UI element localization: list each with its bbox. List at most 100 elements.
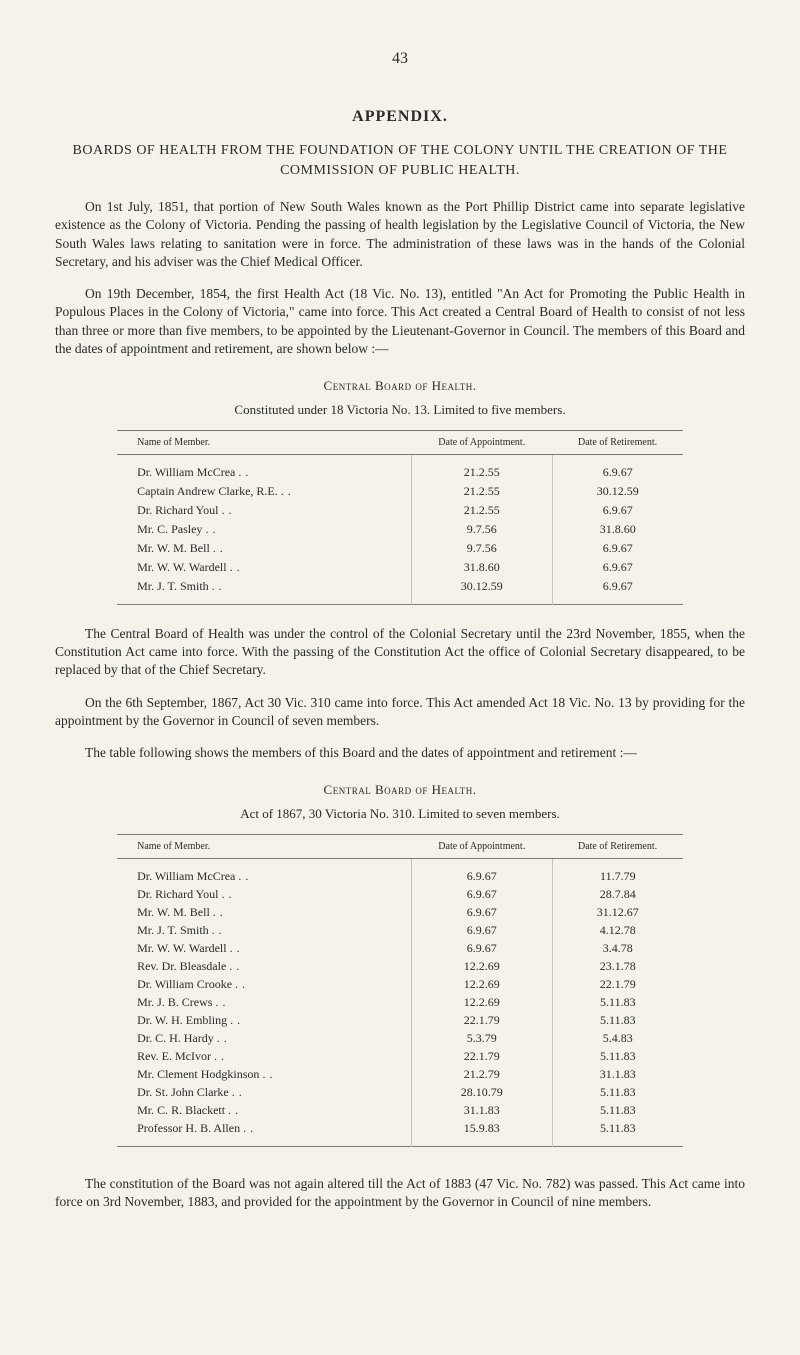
retirement-date-cell: 5.11.83	[552, 1120, 683, 1147]
member-name-cell: Mr. C. Pasley ..	[117, 520, 411, 539]
appointment-date-cell: 9.7.56	[411, 520, 552, 539]
table-row: Dr. W. H. Embling ..22.1.795.11.83	[117, 1012, 683, 1030]
appointment-date-cell: 12.2.69	[411, 994, 552, 1012]
table-row: Captain Andrew Clarke, R.E. ..21.2.5530.…	[117, 482, 683, 501]
table-row: Dr. William McCrea ..21.2.556.9.67	[117, 454, 683, 482]
table-row: Mr. W. M. Bell ..9.7.566.9.67	[117, 539, 683, 558]
paragraph-1: On 1st July, 1851, that portion of New S…	[55, 198, 745, 271]
appointment-date-cell: 6.9.67	[411, 886, 552, 904]
retirement-date-cell: 11.7.79	[552, 859, 683, 886]
retirement-date-cell: 6.9.67	[552, 577, 683, 605]
member-name-cell: Dr. Richard Youl ..	[117, 886, 411, 904]
retirement-date-cell: 5.11.83	[552, 994, 683, 1012]
paragraph-6: The constitution of the Board was not ag…	[55, 1175, 745, 1211]
retirement-date-cell: 3.4.78	[552, 940, 683, 958]
appointment-date-cell: 6.9.67	[411, 904, 552, 922]
appointment-date-cell: 12.2.69	[411, 958, 552, 976]
retirement-date-cell: 6.9.67	[552, 454, 683, 482]
member-name-cell: Dr. William Crooke ..	[117, 976, 411, 994]
appointment-date-cell: 9.7.56	[411, 539, 552, 558]
table-row: Rev. E. McIvor ..22.1.795.11.83	[117, 1048, 683, 1066]
retirement-date-cell: 5.11.83	[552, 1048, 683, 1066]
appointment-date-cell: 30.12.59	[411, 577, 552, 605]
table1-header-retirement: Date of Retirement.	[552, 430, 683, 454]
appointment-date-cell: 15.9.83	[411, 1120, 552, 1147]
appointment-date-cell: 21.2.79	[411, 1066, 552, 1084]
appointment-date-cell: 5.3.79	[411, 1030, 552, 1048]
member-name-cell: Captain Andrew Clarke, R.E. ..	[117, 482, 411, 501]
retirement-date-cell: 22.1.79	[552, 976, 683, 994]
member-name-cell: Dr. William McCrea ..	[117, 859, 411, 886]
appointment-date-cell: 31.1.83	[411, 1102, 552, 1120]
retirement-date-cell: 31.1.83	[552, 1066, 683, 1084]
members-table-2: Name of Member. Date of Appointment. Dat…	[117, 834, 683, 1147]
table2-header-appointment: Date of Appointment.	[411, 835, 552, 859]
appointment-date-cell: 6.9.67	[411, 940, 552, 958]
paragraph-4: On the 6th September, 1867, Act 30 Vic. …	[55, 694, 745, 730]
table-row: Dr. Richard Youl ..21.2.556.9.67	[117, 501, 683, 520]
section-1-title: Central Board of Health.	[55, 378, 745, 394]
appointment-date-cell: 28.10.79	[411, 1084, 552, 1102]
table-row: Professor H. B. Allen ..15.9.835.11.83	[117, 1120, 683, 1147]
appointment-date-cell: 21.2.55	[411, 482, 552, 501]
member-name-cell: Mr. W. M. Bell ..	[117, 539, 411, 558]
retirement-date-cell: 5.11.83	[552, 1102, 683, 1120]
table-row: Dr. C. H. Hardy ..5.3.795.4.83	[117, 1030, 683, 1048]
appointment-date-cell: 31.8.60	[411, 558, 552, 577]
table-row: Mr. J. T. Smith ..30.12.596.9.67	[117, 577, 683, 605]
main-heading: BOARDS OF HEALTH FROM THE FOUNDATION OF …	[55, 141, 745, 180]
table2-header-name: Name of Member.	[117, 835, 411, 859]
table-row: Dr. William McCrea ..6.9.6711.7.79	[117, 859, 683, 886]
member-name-cell: Mr. C. R. Blackett ..	[117, 1102, 411, 1120]
retirement-date-cell: 5.4.83	[552, 1030, 683, 1048]
appointment-date-cell: 21.2.55	[411, 454, 552, 482]
retirement-date-cell: 30.12.59	[552, 482, 683, 501]
appointment-date-cell: 6.9.67	[411, 922, 552, 940]
paragraph-3: The Central Board of Health was under th…	[55, 625, 745, 680]
member-name-cell: Rev. Dr. Bleasdale ..	[117, 958, 411, 976]
table1-header-name: Name of Member.	[117, 430, 411, 454]
member-name-cell: Rev. E. McIvor ..	[117, 1048, 411, 1066]
member-name-cell: Mr. W. W. Wardell ..	[117, 940, 411, 958]
appendix-title: APPENDIX.	[55, 108, 745, 126]
member-name-cell: Dr. Richard Youl ..	[117, 501, 411, 520]
member-name-cell: Professor H. B. Allen ..	[117, 1120, 411, 1147]
table-row: Mr. W. W. Wardell ..6.9.673.4.78	[117, 940, 683, 958]
table-row: Mr. W. W. Wardell ..31.8.606.9.67	[117, 558, 683, 577]
table-row: Mr. W. M. Bell ..6.9.6731.12.67	[117, 904, 683, 922]
table-row: Dr. Richard Youl ..6.9.6728.7.84	[117, 886, 683, 904]
member-name-cell: Dr. William McCrea ..	[117, 454, 411, 482]
member-name-cell: Mr. Clement Hodgkinson ..	[117, 1066, 411, 1084]
table-row: Mr. C. R. Blackett ..31.1.835.11.83	[117, 1102, 683, 1120]
table-row: Dr. William Crooke ..12.2.6922.1.79	[117, 976, 683, 994]
retirement-date-cell: 6.9.67	[552, 539, 683, 558]
member-name-cell: Mr. W. M. Bell ..	[117, 904, 411, 922]
table-row: Mr. C. Pasley ..9.7.5631.8.60	[117, 520, 683, 539]
document-page: 43 APPENDIX. BOARDS OF HEALTH FROM THE F…	[0, 0, 800, 1276]
member-name-cell: Mr. J. T. Smith ..	[117, 577, 411, 605]
appointment-date-cell: 22.1.79	[411, 1048, 552, 1066]
retirement-date-cell: 31.8.60	[552, 520, 683, 539]
retirement-date-cell: 31.12.67	[552, 904, 683, 922]
retirement-date-cell: 28.7.84	[552, 886, 683, 904]
retirement-date-cell: 5.11.83	[552, 1084, 683, 1102]
page-number: 43	[55, 50, 745, 68]
appointment-date-cell: 6.9.67	[411, 859, 552, 886]
table-row: Rev. Dr. Bleasdale ..12.2.6923.1.78	[117, 958, 683, 976]
section-2-subtitle: Act of 1867, 30 Victoria No. 310. Limite…	[55, 806, 745, 822]
member-name-cell: Mr. J. T. Smith ..	[117, 922, 411, 940]
retirement-date-cell: 6.9.67	[552, 501, 683, 520]
paragraph-5: The table following shows the members of…	[55, 744, 745, 762]
retirement-date-cell: 6.9.67	[552, 558, 683, 577]
table-row: Mr. J. B. Crews ..12.2.695.11.83	[117, 994, 683, 1012]
members-table-1: Name of Member. Date of Appointment. Dat…	[117, 430, 683, 605]
member-name-cell: Dr. W. H. Embling ..	[117, 1012, 411, 1030]
table-row: Mr. Clement Hodgkinson ..21.2.7931.1.83	[117, 1066, 683, 1084]
section-1-subtitle: Constituted under 18 Victoria No. 13. Li…	[55, 402, 745, 418]
retirement-date-cell: 5.11.83	[552, 1012, 683, 1030]
table2-header-retirement: Date of Retirement.	[552, 835, 683, 859]
appointment-date-cell: 12.2.69	[411, 976, 552, 994]
member-name-cell: Mr. W. W. Wardell ..	[117, 558, 411, 577]
table-row: Dr. St. John Clarke ..28.10.795.11.83	[117, 1084, 683, 1102]
table-row: Mr. J. T. Smith ..6.9.674.12.78	[117, 922, 683, 940]
